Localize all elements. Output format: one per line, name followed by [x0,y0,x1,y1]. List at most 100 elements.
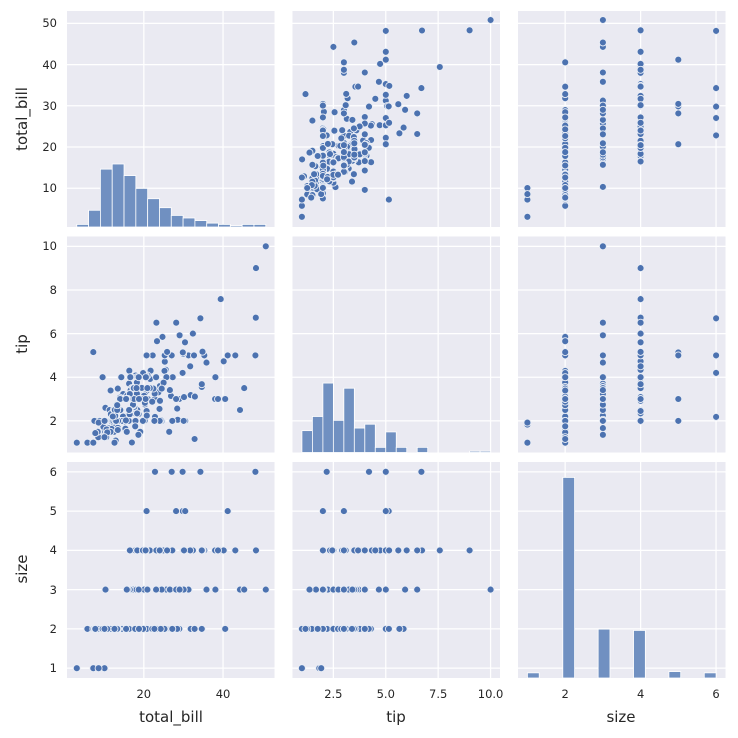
data-point [636,380,645,389]
histogram-tip [301,382,491,453]
data-point [598,16,607,24]
data-point [318,546,327,555]
data-point [297,664,306,673]
data-point [113,384,122,393]
data-point [561,373,570,382]
data-point [338,126,347,135]
data-point [561,422,570,431]
data-point [141,373,150,382]
data-point [214,546,222,555]
data-point [561,113,570,122]
data-point [395,129,404,138]
panel-size-tip [292,462,500,678]
data-point [318,132,327,140]
data-point [636,157,645,166]
data-point [399,123,408,132]
data-point [523,190,532,199]
data-point [360,68,369,77]
data-point [261,585,270,594]
data-point [561,125,570,134]
data-point [354,546,363,555]
data-point [381,585,390,594]
data-point [561,348,570,357]
data-point [318,585,327,594]
data-point [465,26,474,35]
data-point [142,507,151,516]
data-point [126,373,135,382]
scatter-tip-vs-size [523,242,721,447]
y-tick-label: 8 [49,282,57,297]
data-point [197,380,206,389]
data-point [175,585,184,594]
data-point [674,351,683,360]
data-point [598,139,607,148]
data-point [121,416,130,425]
data-point [323,139,332,148]
data-point [252,264,260,273]
data-point [323,175,332,184]
data-point [712,114,721,122]
data-point [156,396,164,405]
data-point [598,373,607,382]
data-point [636,264,645,273]
data-point [305,585,314,594]
data-point [523,438,532,447]
data-point [339,546,348,555]
data-point [636,118,645,127]
data-point [181,507,190,516]
data-point [394,100,403,109]
data-point [172,318,181,327]
data-point [374,585,383,594]
data-point [418,26,426,35]
data-point [252,546,260,555]
data-point [98,373,107,382]
data-point [486,585,495,594]
histogram-size [527,477,717,678]
data-point [297,173,306,182]
data-point [181,338,189,347]
panel-total_bill-size [518,11,726,227]
hist-bar [76,224,89,227]
hist-bar [416,446,429,453]
hist-bar [123,175,137,227]
data-point [91,624,100,633]
x-axis-label-tip: tip [386,708,406,726]
data-point [313,624,322,633]
data-point [91,429,100,438]
y-tick-label: 5 [49,504,57,519]
data-point [100,624,109,633]
data-point [636,47,645,56]
data-point [365,102,373,111]
data-point [598,130,607,139]
hist-bar [703,672,717,678]
hist-bar [312,416,324,453]
data-point [674,416,683,425]
data-point [636,126,645,135]
data-point [376,59,385,68]
data-point [712,26,721,35]
data-point [339,141,348,150]
data-point [223,351,232,360]
data-point [158,332,167,341]
data-point [598,115,607,124]
data-point [198,347,207,356]
data-point [261,242,270,251]
data-point [197,546,206,555]
data-point [165,386,174,395]
data-point [384,102,393,111]
x-axis-label-total-bill: total_bill [139,708,203,726]
data-point [360,130,369,139]
data-point [127,438,136,447]
hist-bar [88,209,101,227]
data-point [221,624,230,633]
data-point [636,141,645,150]
data-point [598,358,607,367]
data-point [337,134,346,143]
data-point [134,585,143,594]
hist-bar [597,628,611,678]
data-point [202,585,211,594]
y-tick-label: 1 [49,661,57,676]
y-tick-label: 2 [49,621,57,636]
data-point [384,624,393,633]
